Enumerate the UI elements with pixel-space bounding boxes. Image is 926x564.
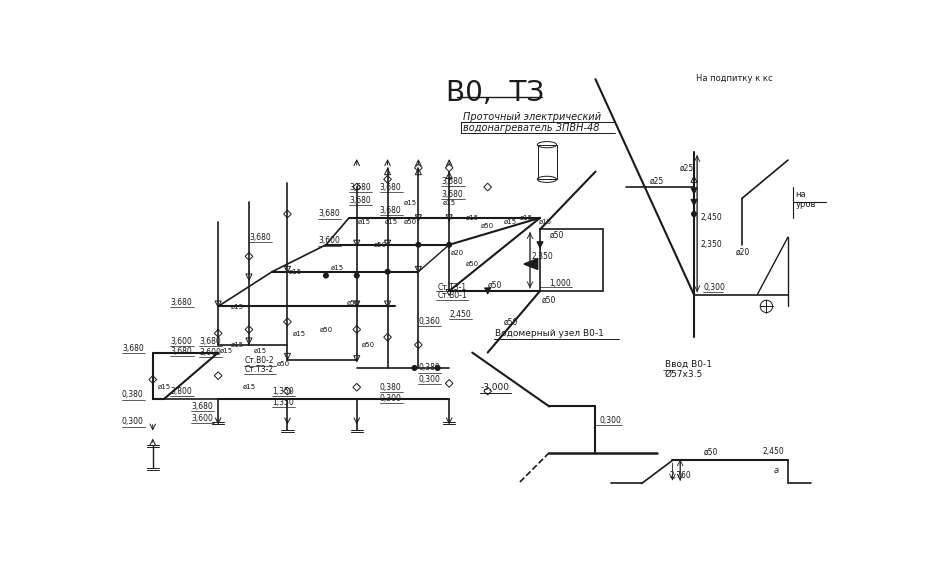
Text: 0,380: 0,380 [122, 390, 144, 399]
Text: ø50: ø50 [504, 318, 518, 327]
Text: ø25: ø25 [650, 177, 664, 186]
Text: В0,  ТЗ: В0, ТЗ [446, 79, 544, 107]
Text: Ø57х3.5: Ø57х3.5 [665, 369, 703, 378]
Text: 3,600: 3,600 [319, 236, 340, 245]
Text: 3,680: 3,680 [122, 344, 144, 353]
Text: ø15: ø15 [219, 347, 232, 353]
Text: 1,350: 1,350 [272, 398, 294, 407]
Text: ø50: ø50 [704, 448, 719, 457]
Text: 2,350: 2,350 [532, 252, 554, 261]
Text: ø25: ø25 [681, 164, 694, 172]
Polygon shape [691, 199, 697, 205]
Text: 0,300: 0,300 [703, 283, 725, 292]
Text: ø15: ø15 [293, 331, 306, 336]
Circle shape [385, 270, 390, 274]
Text: ø50: ø50 [362, 342, 375, 348]
Text: ø50: ø50 [346, 299, 359, 306]
Text: Водомерный узел В0-1: Водомерный узел В0-1 [495, 329, 605, 338]
Polygon shape [484, 288, 491, 294]
Text: 2,450: 2,450 [701, 213, 722, 222]
Text: уров: уров [795, 200, 816, 209]
Text: 0,380: 0,380 [380, 383, 402, 392]
Circle shape [416, 243, 420, 247]
Text: 0,300: 0,300 [419, 375, 440, 384]
Text: 0,300: 0,300 [122, 417, 144, 426]
Text: 2,450: 2,450 [762, 447, 784, 456]
Text: ø15: ø15 [231, 342, 244, 348]
Text: 3,680: 3,680 [380, 206, 402, 215]
Text: 3,680: 3,680 [442, 177, 463, 186]
Text: ø15: ø15 [254, 347, 267, 353]
Text: ø15: ø15 [157, 384, 170, 390]
Text: ø15: ø15 [243, 384, 256, 390]
Text: 1,350: 1,350 [272, 386, 294, 395]
Text: ø50: ø50 [319, 327, 332, 333]
Circle shape [412, 365, 417, 371]
Text: Ст.ТЗ-2: Ст.ТЗ-2 [245, 365, 274, 374]
Text: ø15: ø15 [466, 215, 479, 221]
Circle shape [692, 212, 696, 216]
Text: 3,680: 3,680 [349, 183, 370, 192]
Bar [538, 145, 557, 179]
Text: ø15: ø15 [519, 215, 532, 221]
Circle shape [355, 274, 359, 278]
Text: 3,680: 3,680 [380, 183, 402, 192]
Text: 3,680: 3,680 [191, 402, 213, 411]
Text: 2,350: 2,350 [701, 240, 722, 249]
Text: 3,680: 3,680 [170, 298, 193, 307]
Text: на: на [795, 190, 807, 199]
Text: ø15: ø15 [443, 200, 456, 205]
Text: 3,600: 3,600 [170, 337, 193, 346]
Text: ø15: ø15 [539, 219, 552, 224]
Text: ø50: ø50 [404, 219, 418, 224]
Text: 2,760: 2,760 [669, 472, 691, 481]
Text: ø15: ø15 [404, 200, 418, 205]
Text: Ст.ТЗ-1: Ст.ТЗ-1 [438, 283, 467, 292]
Text: ø50: ø50 [550, 231, 564, 240]
Text: ø50: ø50 [482, 223, 494, 228]
Polygon shape [691, 188, 697, 194]
Text: -3,000: -3,000 [481, 383, 510, 392]
Text: ø15: ø15 [385, 219, 398, 224]
Text: ø15: ø15 [358, 219, 371, 224]
Text: 1,000: 1,000 [549, 279, 571, 288]
Text: 3,600: 3,600 [191, 413, 213, 422]
Text: ø50: ø50 [277, 361, 290, 367]
Text: ø20: ø20 [450, 249, 463, 255]
Text: Проточный электрический: Проточный электрический [463, 112, 601, 122]
Text: Ст.В0-1: Ст.В0-1 [438, 291, 468, 300]
Text: 3,680: 3,680 [319, 209, 340, 218]
Polygon shape [537, 242, 544, 248]
Text: водонагреватель ЗПВН-48: водонагреватель ЗПВН-48 [463, 123, 599, 133]
Text: 0,360: 0,360 [419, 318, 440, 327]
Text: 3,680: 3,680 [199, 337, 220, 346]
Text: 0,380: 0,380 [419, 363, 440, 372]
Circle shape [447, 243, 452, 247]
Text: ø15: ø15 [289, 268, 302, 275]
Text: ø50: ø50 [488, 280, 503, 289]
Polygon shape [524, 259, 538, 270]
Text: 3,680: 3,680 [349, 196, 370, 205]
Text: 3,600: 3,600 [199, 348, 220, 357]
Text: 0,300: 0,300 [599, 416, 621, 425]
Text: 3,800: 3,800 [170, 386, 193, 395]
Text: 0,300: 0,300 [380, 394, 402, 403]
Text: ø50: ø50 [466, 261, 479, 267]
Text: Ст.В0-2: Ст.В0-2 [245, 356, 275, 365]
Text: ø15: ø15 [504, 219, 518, 224]
Circle shape [324, 274, 329, 278]
Text: 2,450: 2,450 [449, 310, 471, 319]
Text: ø50: ø50 [542, 296, 557, 305]
Text: На подпитку к кс: На подпитку к кс [695, 74, 772, 83]
Text: 3,680: 3,680 [249, 232, 270, 241]
Text: a: a [774, 466, 779, 475]
Text: ø15: ø15 [231, 303, 244, 310]
Text: ø50: ø50 [373, 242, 386, 248]
Text: ø15: ø15 [331, 265, 344, 271]
Text: 3,680: 3,680 [170, 346, 193, 355]
Text: 3,680: 3,680 [442, 190, 463, 199]
Text: Ввод В0-1: Ввод В0-1 [665, 360, 712, 369]
Text: ø20: ø20 [735, 248, 750, 257]
Circle shape [435, 365, 440, 371]
